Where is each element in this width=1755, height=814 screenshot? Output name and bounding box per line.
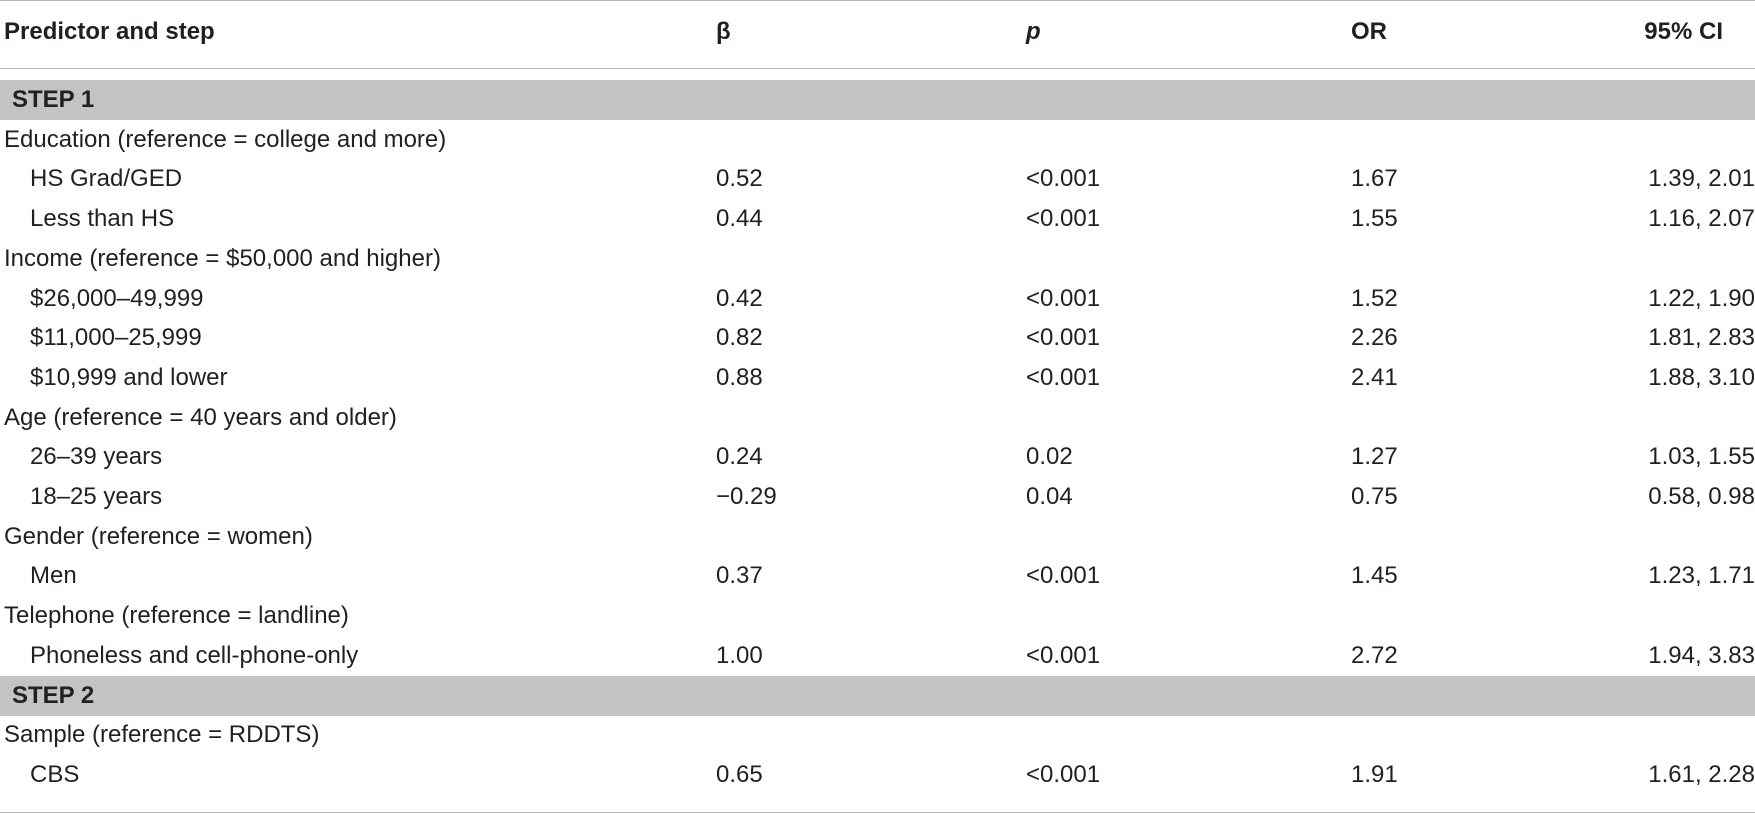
p-cell: <0.001 <box>1026 324 1101 351</box>
ci-cell: 1.22, 1.90 <box>1648 285 1755 312</box>
header-ci: 95% CI <box>1644 18 1723 45</box>
header-predictor: Predictor and step <box>4 18 215 45</box>
or-cell: 1.45 <box>1351 562 1398 589</box>
header-rule <box>0 68 1755 69</box>
step-header: STEP 1 <box>0 80 1755 120</box>
predictor-label: $10,999 and lower <box>30 364 228 391</box>
group-label: Sample (reference = RDDTS) <box>4 721 320 748</box>
predictor-label: Men <box>30 562 77 589</box>
group-row: Sample (reference = RDDTS) <box>0 715 1755 755</box>
predictor-label: Phoneless and cell-phone-only <box>30 642 359 669</box>
beta-cell: 0.42 <box>716 285 763 312</box>
or-cell: 1.27 <box>1351 443 1398 470</box>
beta-cell: 0.88 <box>716 364 763 391</box>
header-beta: β <box>716 18 731 45</box>
or-cell: 0.75 <box>1351 483 1398 510</box>
group-row: Telephone (reference = landline) <box>0 596 1755 636</box>
table-row: $26,000–49,999 0.42 <0.001 1.52 1.22, 1.90 <box>0 279 1755 319</box>
ci-cell: 1.61, 2.28 <box>1648 761 1755 788</box>
step-label: STEP 2 <box>12 682 95 709</box>
group-row: Age (reference = 40 years and older) <box>0 398 1755 438</box>
predictor-label: CBS <box>30 761 80 788</box>
group-label: Age (reference = 40 years and older) <box>4 404 397 431</box>
header-p: p <box>1026 18 1041 45</box>
beta-cell: 0.82 <box>716 324 763 351</box>
beta-cell: 0.65 <box>716 761 763 788</box>
table-row: Phoneless and cell-phone-only 1.00 <0.001 2… <box>0 636 1755 676</box>
ci-cell: 1.88, 3.10 <box>1648 364 1755 391</box>
ci-cell: 1.16, 2.07 <box>1648 205 1755 232</box>
predictor-label: 18–25 years <box>30 483 163 510</box>
top-rule <box>0 0 1755 1</box>
beta-cell: 0.52 <box>716 165 763 192</box>
predictor-label: $26,000–49,999 <box>30 285 204 312</box>
group-row: Gender (reference = women) <box>0 517 1755 557</box>
p-cell: <0.001 <box>1026 285 1101 312</box>
beta-cell: 0.37 <box>716 562 763 589</box>
or-cell: 1.91 <box>1351 761 1398 788</box>
ci-cell: 1.39, 2.01 <box>1648 165 1755 192</box>
table-row: $10,999 and lower 0.88 <0.001 2.41 1.88, 3.1… <box>0 358 1755 398</box>
beta-cell: 0.44 <box>716 205 763 232</box>
p-cell: <0.001 <box>1026 761 1101 788</box>
table-row: CBS 0.65 <0.001 1.91 1.61, 2.28 <box>0 755 1755 795</box>
predictor-label: HS Grad/GED <box>30 165 183 192</box>
step-header: STEP 2 <box>0 676 1755 716</box>
ci-cell: 1.03, 1.55 <box>1648 443 1755 470</box>
table-row: $11,000–25,999 0.82 <0.001 2.26 1.81, 2.83 <box>0 318 1755 358</box>
p-cell: 0.02 <box>1026 443 1073 470</box>
ci-cell: 0.58, 0.98 <box>1648 483 1755 510</box>
p-cell: <0.001 <box>1026 205 1101 232</box>
ci-cell: 1.81, 2.83 <box>1648 324 1755 351</box>
or-cell: 1.67 <box>1351 165 1398 192</box>
p-cell: 0.04 <box>1026 483 1073 510</box>
predictor-label: $11,000–25,999 <box>30 324 202 351</box>
table-row: HS Grad/GED 0.52 <0.001 1.67 1.39, 2.01 <box>0 159 1755 199</box>
group-label: Income (reference = $50,000 and higher) <box>4 245 441 272</box>
ci-cell: 1.23, 1.71 <box>1648 562 1755 589</box>
or-cell: 1.52 <box>1351 285 1398 312</box>
predictor-label: 26–39 years <box>30 443 163 470</box>
beta-cell: 0.24 <box>716 443 763 470</box>
p-cell: <0.001 <box>1026 364 1101 391</box>
group-label: Education (reference = college and more) <box>4 126 447 153</box>
p-cell: <0.001 <box>1026 642 1101 669</box>
p-cell: <0.001 <box>1026 165 1101 192</box>
table-row: Less than HS 0.44 <0.001 1.55 1.16, 2.07 <box>0 199 1755 239</box>
step-label: STEP 1 <box>12 86 95 113</box>
or-cell: 2.41 <box>1351 364 1398 391</box>
group-row: Income (reference = $50,000 and higher) <box>0 239 1755 279</box>
header-or: OR <box>1351 18 1387 45</box>
group-label: Telephone (reference = landline) <box>4 602 349 629</box>
or-cell: 1.55 <box>1351 205 1398 232</box>
beta-cell: −0.29 <box>716 483 777 510</box>
or-cell: 2.72 <box>1351 642 1398 669</box>
group-label: Gender (reference = women) <box>4 523 313 550</box>
or-cell: 2.26 <box>1351 324 1398 351</box>
table-row: Men 0.37 <0.001 1.45 1.23, 1.71 <box>0 556 1755 596</box>
table-row: 18–25 years −0.29 0.04 0.75 0.58, 0.98 <box>0 477 1755 517</box>
group-row: Education (reference = college and more) <box>0 120 1755 160</box>
table-row: 26–39 years 0.24 0.02 1.27 1.03, 1.55 <box>0 437 1755 477</box>
bottom-rule <box>0 812 1755 813</box>
p-cell: <0.001 <box>1026 562 1101 589</box>
predictor-label: Less than HS <box>30 205 175 232</box>
beta-cell: 1.00 <box>716 642 763 669</box>
ci-cell: 1.94, 3.83 <box>1648 642 1755 669</box>
